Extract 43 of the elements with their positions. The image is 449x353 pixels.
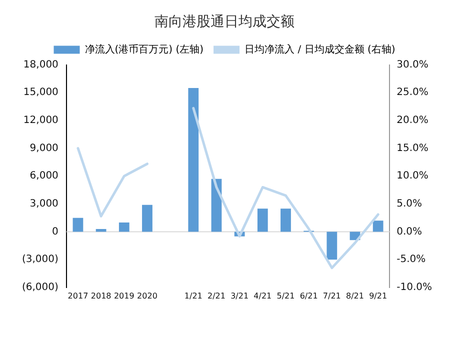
x-tick-label: 4/21 — [254, 291, 272, 300]
x-tick-label: 2017 — [68, 291, 88, 300]
y2-tick-label: 15.0% — [396, 142, 428, 154]
y2-tick-label: -10.0% — [396, 282, 432, 293]
y2-tick-label: 30.0% — [396, 59, 428, 70]
y2-tick-label: 5.0% — [396, 198, 422, 210]
bar — [280, 208, 291, 232]
bar — [257, 208, 268, 232]
bar — [372, 220, 384, 232]
y-tick-label: 15,000 — [23, 87, 58, 98]
y2-tick-label: 0.0% — [396, 226, 422, 238]
x-tick-label: 5/21 — [276, 291, 295, 300]
x-tick-label: 6/21 — [300, 291, 318, 300]
y2-tick-label: 25.0% — [396, 87, 428, 98]
bar — [326, 232, 338, 260]
y-tick-label: (6,000) — [22, 282, 59, 293]
legend-label: 日均净流入 / 日均成交金额 (右轴) — [244, 43, 396, 56]
x-tick-label: 1/21 — [184, 291, 202, 300]
x-tick-label: 2020 — [137, 291, 158, 300]
x-tick-label: 9/21 — [369, 291, 388, 300]
x-tick-label: 3/21 — [230, 291, 249, 300]
y-tick-label: (3,000) — [22, 254, 59, 266]
x-tick-label: 2018 — [90, 291, 112, 300]
chart-title: 南向港股通日均成交额 — [154, 14, 294, 30]
y-tick-label: 18,000 — [23, 59, 58, 70]
x-tick-label: 2/21 — [208, 291, 226, 300]
y2-tick-label: 20.0% — [396, 115, 428, 126]
y-tick-label: 9,000 — [30, 142, 58, 154]
y-tick-label: 3,000 — [30, 198, 58, 210]
x-tick-label: 7/21 — [322, 291, 341, 300]
bar — [72, 218, 84, 232]
bar — [96, 228, 106, 232]
y-tick-label: 6,000 — [30, 170, 58, 182]
x-tick-label: 2019 — [114, 291, 134, 300]
bar — [142, 204, 152, 232]
y2-tick-label: 10.0% — [396, 170, 428, 182]
bar — [188, 88, 199, 232]
y2-tick-label: -5.0% — [396, 254, 426, 266]
legend-label: 净流入(港币百万元) (左轴) — [84, 43, 204, 56]
y-tick-label: 0 — [52, 226, 58, 238]
bar — [118, 222, 130, 232]
y-tick-label: 12,000 — [23, 115, 58, 126]
x-tick-label: 8/21 — [346, 291, 364, 300]
